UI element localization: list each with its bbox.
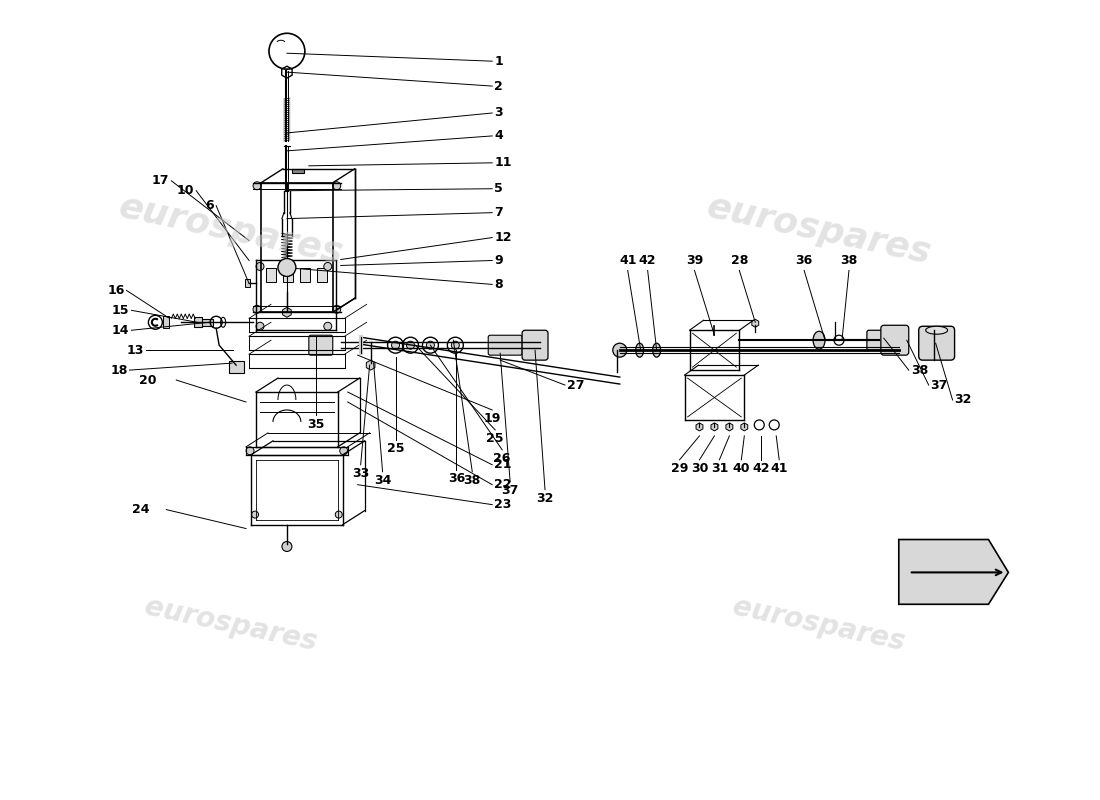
Polygon shape — [899, 539, 1009, 604]
Circle shape — [427, 342, 434, 349]
Text: 39: 39 — [686, 254, 703, 267]
Ellipse shape — [636, 343, 644, 357]
Text: 19: 19 — [484, 412, 500, 425]
FancyBboxPatch shape — [309, 335, 333, 355]
Circle shape — [278, 258, 296, 277]
Text: 37: 37 — [502, 484, 519, 497]
Circle shape — [282, 542, 292, 551]
Bar — [300, 269, 310, 282]
Text: 41: 41 — [770, 462, 788, 474]
Text: eurospares: eurospares — [142, 592, 320, 656]
Text: 27: 27 — [566, 378, 584, 391]
Text: 2: 2 — [494, 79, 503, 93]
FancyBboxPatch shape — [867, 330, 884, 350]
Ellipse shape — [926, 326, 947, 334]
FancyBboxPatch shape — [488, 335, 522, 355]
Text: 3: 3 — [494, 106, 503, 119]
Circle shape — [256, 262, 264, 270]
Text: 31: 31 — [711, 462, 728, 474]
Text: 17: 17 — [152, 174, 169, 187]
Circle shape — [256, 322, 264, 330]
Text: 38: 38 — [463, 474, 481, 486]
FancyBboxPatch shape — [881, 326, 909, 355]
Text: 37: 37 — [931, 378, 948, 391]
Text: 10: 10 — [177, 184, 195, 198]
Text: 15: 15 — [112, 304, 130, 317]
Text: 41: 41 — [619, 254, 637, 267]
Circle shape — [246, 447, 254, 455]
Bar — [195, 318, 202, 327]
Text: 29: 29 — [671, 462, 689, 474]
Circle shape — [336, 511, 342, 518]
Circle shape — [253, 182, 261, 190]
Text: 28: 28 — [730, 254, 748, 267]
Text: 21: 21 — [494, 458, 512, 471]
Circle shape — [252, 511, 258, 518]
Text: 32: 32 — [955, 394, 972, 406]
Text: 34: 34 — [374, 474, 392, 486]
Text: 18: 18 — [110, 364, 128, 377]
FancyBboxPatch shape — [522, 330, 548, 360]
Text: 20: 20 — [139, 374, 156, 386]
Text: 40: 40 — [733, 462, 750, 474]
Circle shape — [392, 342, 399, 349]
Circle shape — [613, 343, 627, 357]
Text: 8: 8 — [494, 278, 503, 291]
Text: 22: 22 — [494, 478, 512, 491]
Text: 42: 42 — [752, 462, 770, 474]
Ellipse shape — [652, 343, 661, 357]
Text: 11: 11 — [494, 156, 512, 170]
Text: 33: 33 — [352, 466, 370, 480]
Bar — [317, 269, 327, 282]
Text: 36: 36 — [795, 254, 813, 267]
Text: 16: 16 — [107, 284, 124, 297]
Bar — [283, 269, 293, 282]
Text: 35: 35 — [307, 418, 324, 431]
Text: eurospares: eurospares — [116, 190, 346, 271]
Circle shape — [451, 342, 460, 349]
Text: 4: 4 — [494, 130, 503, 142]
Text: 24: 24 — [132, 503, 150, 516]
Text: 5: 5 — [494, 182, 503, 195]
Text: 12: 12 — [494, 231, 512, 244]
Text: 1: 1 — [494, 54, 503, 68]
Bar — [229, 361, 244, 373]
Text: 9: 9 — [494, 254, 503, 267]
Text: 13: 13 — [126, 344, 144, 357]
Circle shape — [333, 306, 341, 314]
Circle shape — [253, 306, 261, 314]
Text: 14: 14 — [112, 324, 130, 337]
Text: 6: 6 — [206, 199, 214, 212]
Bar — [266, 269, 276, 282]
Bar — [292, 169, 304, 173]
Text: eurospares: eurospares — [730, 592, 908, 656]
Circle shape — [340, 447, 348, 455]
Text: 30: 30 — [691, 462, 708, 474]
Ellipse shape — [813, 331, 825, 349]
Text: 42: 42 — [639, 254, 657, 267]
Circle shape — [333, 182, 341, 190]
Text: 32: 32 — [537, 492, 553, 505]
Text: 25: 25 — [387, 442, 405, 455]
Text: 38: 38 — [840, 254, 858, 267]
Text: 25: 25 — [486, 432, 504, 445]
FancyBboxPatch shape — [918, 326, 955, 360]
Circle shape — [407, 342, 415, 349]
Text: 38: 38 — [911, 364, 928, 377]
Circle shape — [323, 322, 332, 330]
Text: eurospares: eurospares — [704, 190, 934, 271]
Text: 36: 36 — [448, 472, 465, 485]
Circle shape — [323, 262, 332, 270]
Text: 23: 23 — [494, 498, 512, 511]
Bar — [163, 316, 169, 328]
Bar — [245, 279, 250, 287]
Text: 26: 26 — [494, 452, 510, 465]
Text: 7: 7 — [494, 206, 503, 219]
Bar — [201, 318, 213, 326]
